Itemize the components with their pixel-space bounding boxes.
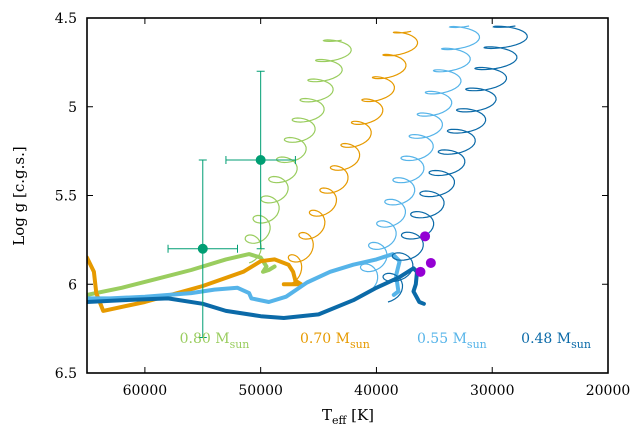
observed-star-point [425,257,436,268]
track-label: 0.55 Msun [417,331,487,351]
track-thick-path [87,252,402,304]
x-axis-title: Teff [K] [322,406,374,427]
track-thin-loops [359,25,481,294]
evolutionary-tracks [87,25,528,320]
x-tick-label: 20000 [586,383,631,399]
y-tick-label: 4.5 [55,11,77,27]
track-thick-path [87,252,277,297]
observed-star-point [415,266,426,277]
y-tick-label: 6.5 [55,366,77,382]
plot-frame [86,17,609,374]
track-group [87,25,528,320]
track-thin-loops [244,39,352,264]
track-thick-path [87,266,426,320]
y-tick-label: 6 [68,277,77,293]
x-tick-label: 50000 [238,383,283,399]
track-thick-path [87,255,304,313]
track-thin-loops [287,30,419,285]
track-label: 0.80 Msun [180,331,250,351]
track-label: 0.70 Msun [300,331,370,351]
x-tick-label: 40000 [354,383,399,399]
x-tick-label: 60000 [123,383,168,399]
y-tick-label: 5 [68,100,77,116]
track-labels: 0.80 Msun 0.70 Msun 0.55 Msun 0.48 Msun [180,331,591,351]
observed-stars [167,70,436,338]
axis-ticks: 60000 50000 40000 30000 20000 4.5 5 5.5 6 6.5 [55,11,631,399]
observed-star-point [197,243,208,254]
track-thin-loops [382,25,528,303]
y-tick-label: 5.5 [55,189,77,205]
y-axis-title: Log g [c.g.s.] [10,146,28,245]
track-label: 0.48 Msun [521,331,591,351]
observed-star-point [420,231,431,242]
observed-star-point [255,155,266,165]
x-tick-label: 30000 [470,383,515,399]
